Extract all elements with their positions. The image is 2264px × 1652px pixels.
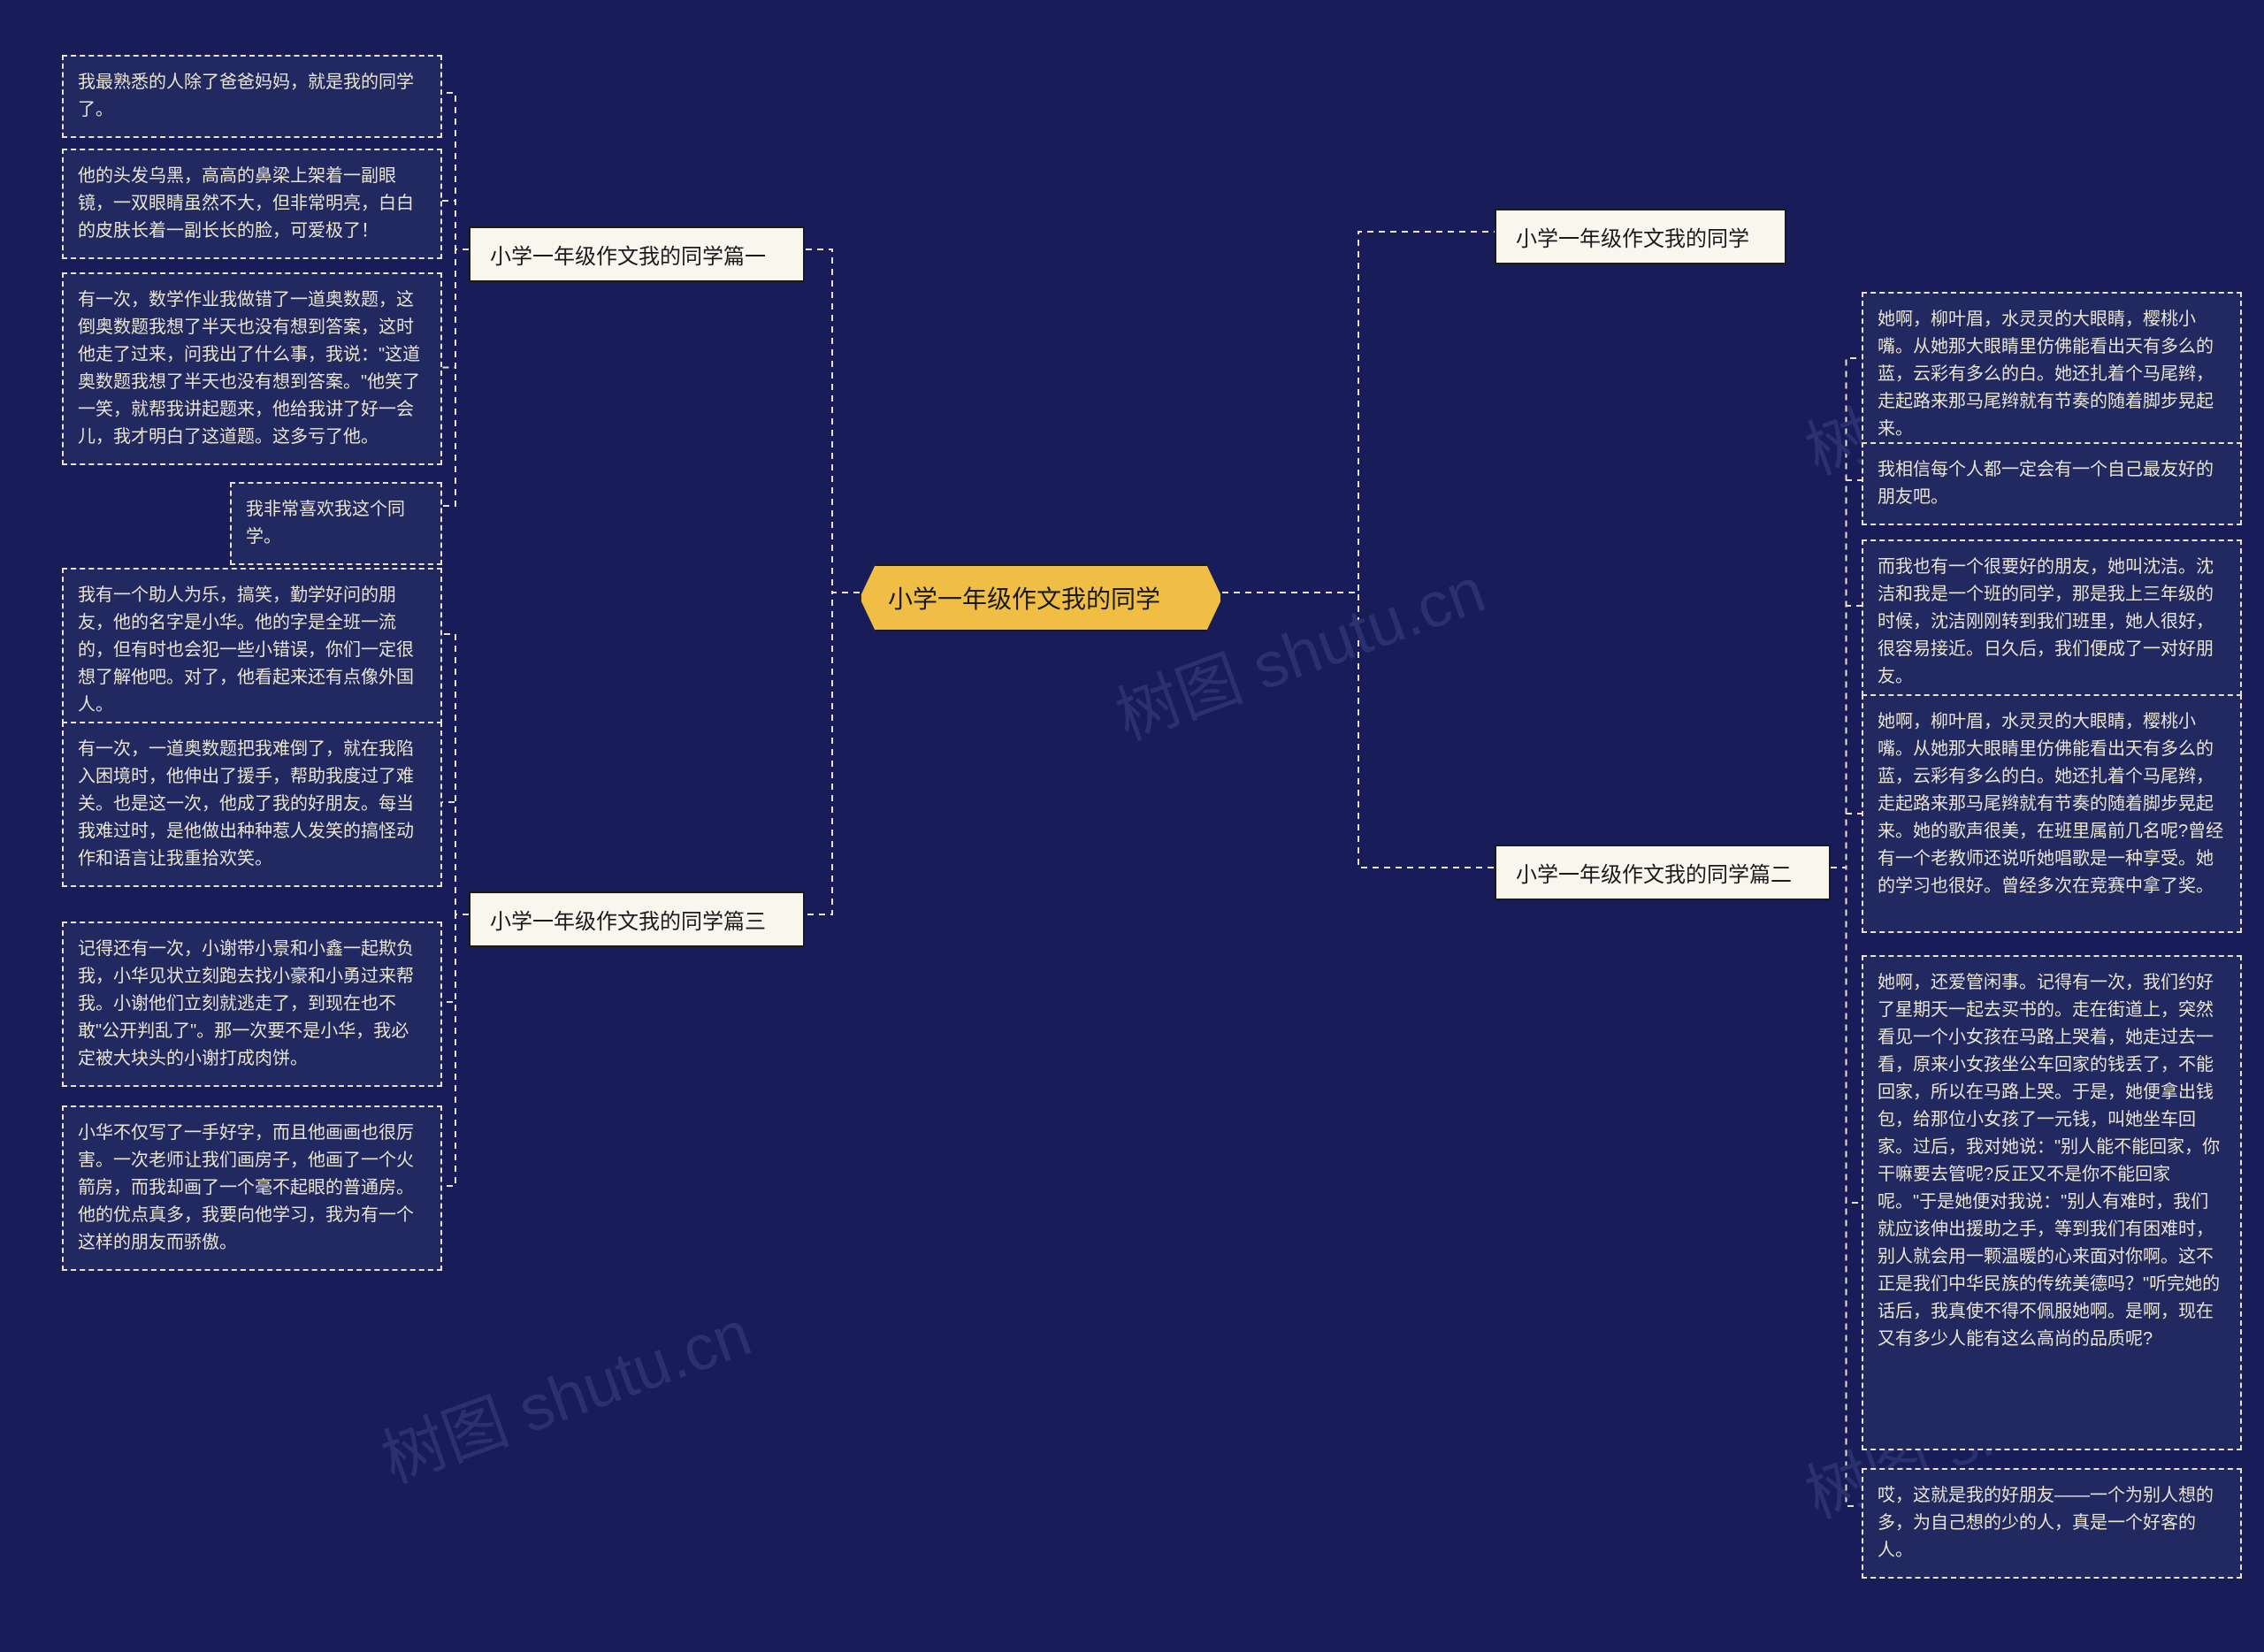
leaf-node: 而我也有一个很要好的朋友，她叫沈洁。沈洁和我是一个班的同学，那是我上三年级的时候… [1862, 539, 2242, 705]
leaf-node: 她啊，柳叶眉，水灵灵的大眼睛，樱桃小嘴。从她那大眼睛里仿佛能看出天有多么的蓝，云… [1862, 694, 2242, 933]
root-node: 小学一年级作文我的同学 [860, 564, 1222, 631]
leaf-node: 我非常喜欢我这个同学。 [230, 482, 442, 565]
section-node: 小学一年级作文我的同学篇一 [469, 226, 805, 282]
section-node: 小学一年级作文我的同学篇三 [469, 891, 805, 947]
leaf-node: 有一次，一道奥数题把我难倒了，就在我陷入困境时，他伸出了援手，帮助我度过了难关。… [62, 722, 442, 887]
leaf-node: 有一次，数学作业我做错了一道奥数题，这倒奥数题我想了半天也没有想到答案，这时他走… [62, 272, 442, 465]
section-node: 小学一年级作文我的同学 [1495, 209, 1786, 264]
leaf-node: 哎，这就是我的好朋友——一个为别人想的多，为自己想的少的人，真是一个好客的人。 [1862, 1468, 2242, 1579]
leaf-node: 小华不仅写了一手好字，而且他画画也很厉害。一次老师让我们画房子，他画了一个火箭房… [62, 1105, 442, 1271]
section-node: 小学一年级作文我的同学篇二 [1495, 845, 1831, 900]
leaf-node: 她啊，柳叶眉，水灵灵的大眼睛，樱桃小嘴。从她那大眼睛里仿佛能看出天有多么的蓝，云… [1862, 292, 2242, 457]
leaf-node: 记得还有一次，小谢带小景和小鑫一起欺负我，小华见状立刻跑去找小豪和小勇过来帮我。… [62, 922, 442, 1087]
leaf-node: 她啊，还爱管闲事。记得有一次，我们约好了星期天一起去买书的。走在街道上，突然看见… [1862, 955, 2242, 1450]
leaf-node: 我最熟悉的人除了爸爸妈妈，就是我的同学了。 [62, 55, 442, 138]
root-label: 小学一年级作文我的同学 [888, 585, 1160, 613]
leaf-node: 我相信每个人都一定会有一个自己最友好的朋友吧。 [1862, 442, 2242, 525]
leaf-node: 我有一个助人为乐，搞笑，勤学好问的朋友，他的名字是小华。他的字是全班一流的，但有… [62, 568, 442, 733]
leaf-node: 他的头发乌黑，高高的鼻梁上架着一副眼镜，一双眼睛虽然不大，但非常明亮，白白的皮肤… [62, 149, 442, 259]
